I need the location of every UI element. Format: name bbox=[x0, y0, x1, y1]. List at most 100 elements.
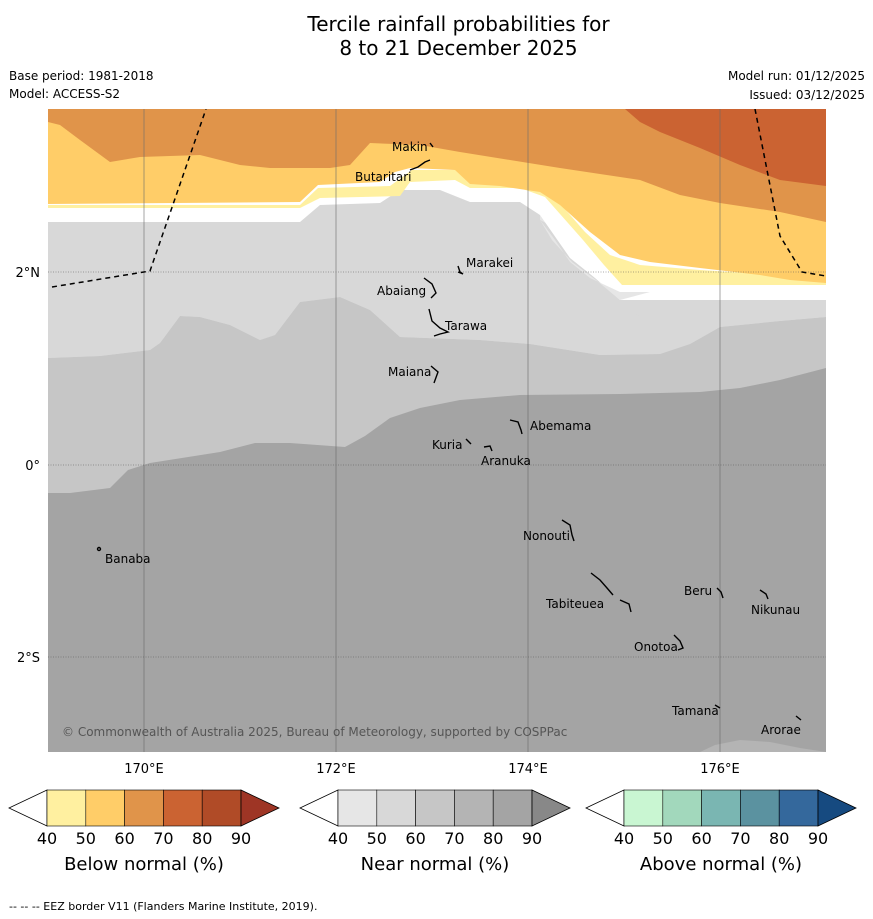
colorbar-above-bin bbox=[778, 789, 819, 827]
label-abaiang: Abaiang bbox=[377, 284, 426, 298]
label-maiana: Maiana bbox=[388, 365, 431, 379]
colorbar-near-tick: 60 bbox=[405, 829, 425, 848]
lon-label-174e: 174°E bbox=[508, 762, 548, 777]
colorbar-near-bin bbox=[337, 789, 378, 827]
place-labels: Makin Butaritari Marakei Abaiang Tarawa … bbox=[105, 140, 801, 737]
island-beru bbox=[716, 587, 724, 599]
colorbar-above-bin bbox=[701, 789, 741, 827]
lat-label-2s: 2°S bbox=[17, 651, 40, 666]
label-banaba: Banaba bbox=[105, 552, 151, 566]
colorbar-near-tick: 70 bbox=[444, 829, 464, 848]
colorbar-below-normal: 40 50 60 70 80 90 bbox=[8, 789, 280, 848]
colorbar-near-tick: 40 bbox=[328, 829, 348, 848]
chart-title: Tercile rainfall probabilities for 8 to … bbox=[0, 12, 873, 60]
label-onotoa: Onotoa bbox=[634, 640, 678, 654]
colorbar-label-near: Near normal (%) bbox=[360, 854, 510, 875]
colorbar-above-tick: 90 bbox=[808, 829, 828, 848]
colorbar-below-tick: 60 bbox=[114, 829, 134, 848]
graticule bbox=[143, 109, 721, 752]
region-near-normal-50-60-b bbox=[48, 192, 826, 358]
colorbar-below-tick: 70 bbox=[153, 829, 173, 848]
lat-axis-labels: 2°N 0° 2°S bbox=[16, 266, 41, 666]
label-beru: Beru bbox=[684, 584, 712, 598]
label-nonouti: Nonouti bbox=[523, 529, 570, 543]
colorbar-above-tick: 80 bbox=[769, 829, 789, 848]
lon-axis-labels: 170°E 172°E 174°E 176°E bbox=[124, 762, 740, 777]
issued-date: Issued: 03/12/2025 bbox=[749, 88, 865, 102]
lon-label-176e: 176°E bbox=[700, 762, 740, 777]
colorbar-near-extend-high bbox=[531, 789, 571, 827]
label-abemama: Abemama bbox=[530, 419, 591, 433]
eez-footnote: -- -- -- EEZ border V11 (Flanders Marine… bbox=[9, 900, 318, 913]
label-nikunau: Nikunau bbox=[751, 603, 800, 617]
island-nonouti bbox=[561, 519, 575, 542]
colorbar-above-normal: 40 50 60 70 80 90 bbox=[585, 789, 857, 848]
island-onotoa bbox=[673, 634, 684, 651]
label-butaritari: Butaritari bbox=[355, 170, 412, 184]
island-maiana bbox=[430, 365, 439, 384]
eez-border bbox=[51, 109, 826, 288]
region-near-normal-40-50-b bbox=[540, 220, 650, 300]
colorbar-below-extend-low bbox=[8, 789, 48, 827]
colorbar-below-bin bbox=[85, 789, 125, 827]
model-run: Model run: 01/12/2025 bbox=[727, 69, 865, 83]
colorbar-below-tick: 90 bbox=[231, 829, 251, 848]
model-name: Model: ACCESS-S2 bbox=[9, 87, 121, 101]
map-area: Makin Butaritari Marakei Abaiang Tarawa … bbox=[48, 109, 826, 752]
label-tamana: Tamana bbox=[671, 704, 719, 718]
colorbar-near-bin bbox=[454, 789, 494, 827]
label-arorae: Arorae bbox=[761, 723, 801, 737]
lat-label-0: 0° bbox=[25, 459, 40, 474]
colorbar-above-tick: 40 bbox=[614, 829, 634, 848]
colorbar-near-tick: 50 bbox=[367, 829, 387, 848]
colorbar-near-tick: 80 bbox=[483, 829, 503, 848]
colorbar-above-bin bbox=[740, 789, 780, 827]
base-period: Base period: 1981-2018 bbox=[9, 69, 154, 83]
island-abemama bbox=[509, 419, 523, 435]
island-tarawa bbox=[428, 308, 451, 337]
colorbar-above-tick: 70 bbox=[730, 829, 750, 848]
island-tamana bbox=[714, 704, 721, 709]
label-tabiteuea: Tabiteuea bbox=[545, 597, 604, 611]
colorbar-above-extend-high bbox=[817, 789, 857, 827]
island-tabiteuea-south bbox=[619, 599, 632, 613]
colorbar-above-bin bbox=[662, 789, 702, 827]
label-tarawa: Tarawa bbox=[444, 319, 487, 333]
colorbar-label-above: Above normal (%) bbox=[639, 854, 803, 875]
title-line-2: 8 to 21 December 2025 bbox=[339, 36, 578, 60]
island-arorae bbox=[795, 715, 802, 721]
lat-label-2n: 2°N bbox=[16, 266, 41, 281]
island-makin bbox=[429, 142, 434, 148]
island-banaba bbox=[96, 546, 102, 552]
colorbar-below-extend-high bbox=[240, 789, 280, 827]
island-abaiang bbox=[423, 277, 437, 299]
colorbar-below-bin bbox=[124, 789, 164, 827]
title-line-1: Tercile rainfall probabilities for bbox=[307, 12, 610, 36]
island-kuria bbox=[465, 438, 472, 445]
label-aranuka: Aranuka bbox=[481, 454, 531, 468]
region-below-normal-60-70 bbox=[48, 109, 826, 222]
colorbar-below-tick: 50 bbox=[76, 829, 96, 848]
colorbar-near-bin bbox=[376, 789, 416, 827]
colorbar-below-bin bbox=[201, 789, 242, 827]
colorbar-above-extend-low bbox=[585, 789, 625, 827]
region-below-normal-70-80 bbox=[625, 109, 826, 186]
colorbar-above-tick: 60 bbox=[691, 829, 711, 848]
lon-label-170e: 170°E bbox=[124, 762, 164, 777]
label-marakei: Marakei bbox=[466, 256, 513, 270]
colorbar-below-tick: 80 bbox=[192, 829, 212, 848]
islands bbox=[96, 142, 802, 721]
island-butaritari bbox=[409, 159, 431, 171]
copyright-text: © Commonwealth of Australia 2025, Bureau… bbox=[62, 725, 567, 739]
colorbar-below-tick: 40 bbox=[37, 829, 57, 848]
colorbar-below-bin bbox=[163, 789, 203, 827]
colorbar-near-tick: 90 bbox=[522, 829, 542, 848]
colorbar-above-bin bbox=[623, 789, 664, 827]
lon-label-172e: 172°E bbox=[316, 762, 356, 777]
colorbar-near-extend-low bbox=[299, 789, 339, 827]
colorbar-near-normal: 40 50 60 70 80 90 bbox=[299, 789, 571, 848]
colorbar-near-bin bbox=[415, 789, 455, 827]
label-makin: Makin bbox=[392, 140, 428, 154]
island-marakei bbox=[457, 265, 464, 275]
